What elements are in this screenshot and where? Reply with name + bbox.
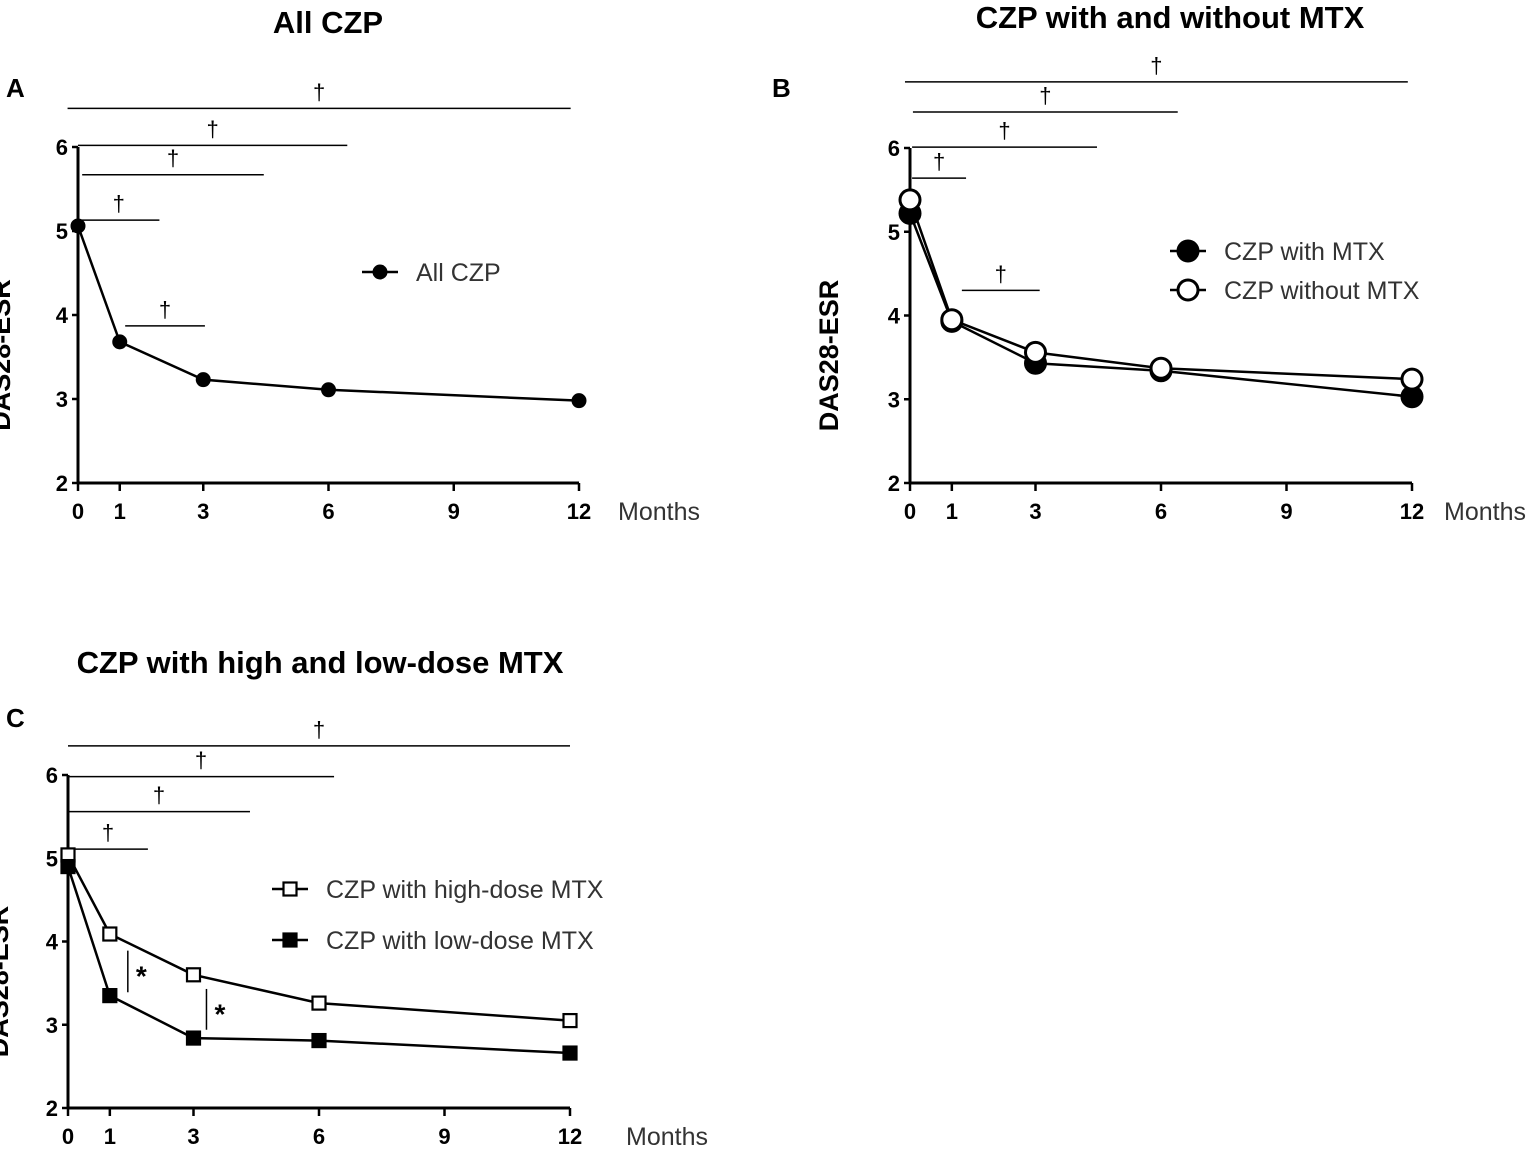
y-tick-label: 6 [46, 763, 58, 788]
legend-marker [372, 264, 388, 280]
y-tick-label: 6 [56, 135, 68, 160]
data-point [571, 393, 587, 409]
legend-label: All CZP [416, 259, 501, 287]
x-tick-label: 6 [322, 499, 334, 524]
y-tick-label: 5 [46, 846, 58, 871]
x-tick-label: 9 [448, 499, 460, 524]
significance-label: † [995, 261, 1007, 286]
y-tick-label: 4 [888, 304, 901, 329]
x-tick-label: 0 [62, 1124, 74, 1149]
y-tick-label: 3 [46, 1013, 58, 1038]
y-axis-label: DAS28-ESR [0, 906, 14, 1058]
x-tick-label: 1 [104, 1124, 116, 1149]
y-tick-label: 3 [56, 387, 68, 412]
significance-label: † [998, 118, 1010, 143]
x-axis-label: Months [618, 498, 700, 526]
data-point [1400, 367, 1424, 391]
legend-label: CZP with high-dose MTX [326, 876, 604, 904]
significance-label: † [1039, 83, 1051, 108]
data-point [898, 188, 922, 212]
y-tick-label: 5 [888, 220, 900, 245]
y-tick-label: 2 [46, 1096, 58, 1121]
x-tick-label: 1 [946, 499, 958, 524]
y-tick-label: 6 [888, 136, 900, 161]
panel-b-title: CZP with and without MTX [976, 0, 1365, 35]
legend-label: CZP with low-dose MTX [326, 927, 594, 955]
x-tick-label: 0 [72, 499, 84, 524]
x-axis-label: Months [626, 1123, 708, 1151]
legend-marker [282, 932, 298, 948]
data-point [1024, 340, 1047, 364]
x-tick-label: 3 [197, 499, 209, 524]
legend-label: CZP with MTX [1224, 238, 1385, 266]
legend-label: CZP without MTX [1224, 277, 1420, 305]
data-point [112, 334, 128, 350]
significance-label: † [313, 717, 325, 742]
panel-a: 2 3 4 5 6 0 1 3 6 9 12 Months DAS28-ESR † † † † † All CZP [0, 79, 700, 526]
data-point [562, 1045, 578, 1061]
panel-c-title: CZP with high and low-dose MTX [77, 645, 564, 680]
x-tick-label: 9 [1280, 499, 1292, 524]
x-axis-label: Months [1444, 498, 1526, 526]
significance-label: † [167, 146, 179, 171]
significance-label: † [313, 79, 325, 104]
y-axis-label: DAS28-ESR [0, 279, 16, 431]
x-tick-label: 0 [904, 499, 916, 524]
y-tick-label: 2 [56, 471, 68, 496]
legend-marker [282, 881, 298, 897]
significance-label: † [153, 783, 165, 808]
data-point [1149, 356, 1173, 380]
panel-letter-c: C [6, 703, 25, 733]
significance-label: † [195, 748, 207, 773]
significance-label: † [207, 116, 219, 141]
significance-label: † [113, 191, 125, 216]
x-tick-label: 1 [114, 499, 126, 524]
data-point [311, 995, 327, 1011]
panel-a-title: All CZP [273, 5, 383, 40]
data-point [940, 308, 964, 332]
panel-b: 2 3 4 5 6 0 1 3 6 9 12 Months DAS28-ESR † † † † † CZP with… [814, 53, 1526, 526]
significance-label: † [102, 820, 114, 845]
x-tick-label: 6 [1155, 499, 1167, 524]
legend-marker [1176, 239, 1200, 263]
y-tick-label: 3 [888, 387, 900, 412]
data-point [185, 967, 202, 983]
significance-label: * [136, 960, 147, 991]
data-point [70, 218, 86, 234]
series-line [76, 225, 580, 402]
x-tick-label: 12 [558, 1124, 582, 1149]
panel-letter-b: B [772, 73, 791, 103]
panel-c: 2 3 4 5 6 0 1 3 6 9 12 Months DAS28-ESR † † † † * * CZP wit… [0, 717, 708, 1151]
data-point [311, 1032, 327, 1049]
x-tick-label: 9 [438, 1124, 450, 1149]
data-point [102, 926, 118, 942]
significance-label: † [1150, 53, 1162, 78]
y-axis-label: DAS28-ESR [814, 280, 844, 432]
significance-label: † [933, 149, 945, 174]
significance-label: * [214, 998, 225, 1029]
data-point [60, 858, 76, 875]
data-point [562, 1012, 578, 1029]
significance-label: † [159, 297, 171, 322]
y-tick-label: 4 [46, 930, 59, 955]
y-tick-label: 5 [56, 219, 68, 244]
y-tick-label: 2 [888, 471, 900, 496]
data-point [102, 988, 118, 1004]
x-tick-label: 3 [187, 1124, 199, 1149]
x-tick-label: 3 [1029, 499, 1041, 524]
panel-letter-a: A [6, 73, 25, 103]
data-point [185, 1030, 202, 1046]
data-point [195, 372, 211, 388]
legend-marker [1176, 278, 1200, 302]
data-point [321, 382, 336, 398]
x-tick-label: 6 [313, 1124, 325, 1149]
y-tick-label: 4 [56, 303, 69, 328]
x-tick-label: 12 [1400, 499, 1424, 524]
x-tick-label: 12 [567, 499, 591, 524]
